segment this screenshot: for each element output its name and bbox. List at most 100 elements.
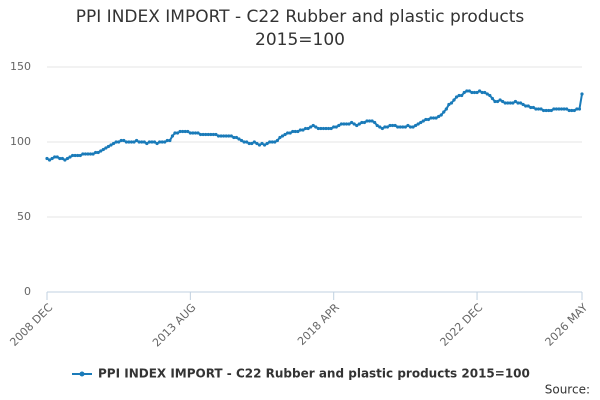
point (170, 134, 175, 138)
point (524, 104, 528, 108)
point (370, 119, 374, 123)
point (485, 92, 489, 96)
point (198, 132, 203, 137)
point (475, 90, 479, 95)
point (508, 101, 512, 105)
point (96, 150, 100, 155)
point (467, 89, 471, 93)
point (309, 125, 313, 129)
point (547, 108, 551, 113)
point (232, 135, 236, 140)
point (47, 158, 52, 162)
point (265, 141, 269, 146)
point (350, 120, 354, 125)
point (83, 152, 87, 156)
point (296, 129, 300, 134)
point (390, 123, 395, 128)
point (406, 123, 410, 128)
point (536, 107, 541, 111)
x-tick-label: 2022 DEC (437, 301, 485, 349)
point (521, 102, 525, 107)
point (314, 125, 318, 129)
point (531, 105, 535, 110)
point (334, 125, 338, 129)
point (119, 138, 123, 143)
point (158, 140, 162, 144)
point (493, 99, 497, 104)
point (321, 126, 326, 131)
point (511, 101, 515, 105)
point (101, 147, 105, 152)
point (357, 122, 361, 126)
point (480, 90, 484, 95)
point (503, 101, 507, 105)
point (193, 131, 198, 135)
point (478, 89, 482, 93)
point (457, 93, 461, 98)
x-tick-label: 2013 AUG (150, 301, 199, 350)
point (324, 126, 328, 131)
point (429, 116, 433, 120)
point (191, 131, 195, 135)
point (495, 99, 500, 104)
point (273, 140, 277, 144)
point (247, 141, 251, 146)
point (424, 117, 428, 122)
point (549, 108, 553, 113)
point (437, 114, 441, 119)
point (183, 129, 187, 134)
point (160, 140, 164, 144)
point (311, 123, 315, 128)
point (150, 140, 154, 144)
point (216, 134, 221, 138)
point (124, 140, 128, 144)
point (408, 125, 413, 129)
legend-marker (79, 371, 85, 377)
point (580, 92, 584, 96)
point (127, 140, 131, 144)
point (421, 119, 425, 123)
point (439, 113, 443, 117)
y-tick-label: 150 (10, 60, 31, 73)
point (431, 116, 436, 120)
point (245, 140, 249, 144)
point (416, 122, 420, 126)
point (419, 120, 423, 125)
point (219, 134, 223, 138)
point (506, 101, 510, 105)
point (454, 95, 459, 99)
point (462, 90, 466, 95)
point (242, 140, 246, 144)
point (132, 140, 136, 144)
point (209, 132, 213, 137)
point (393, 123, 397, 128)
point (291, 129, 295, 134)
point (470, 90, 474, 95)
point (227, 134, 231, 138)
point (255, 141, 259, 146)
legend-label: PPI INDEX IMPORT - C22 Rubber and plasti… (98, 367, 530, 381)
point (134, 138, 139, 143)
y-tick-label: 100 (10, 135, 31, 148)
point (332, 125, 336, 129)
point (65, 156, 70, 161)
point (552, 107, 556, 111)
point (94, 150, 98, 155)
point (201, 132, 205, 137)
point (513, 99, 518, 104)
point (375, 123, 379, 128)
point (262, 143, 267, 147)
point (155, 141, 159, 146)
point (516, 101, 520, 105)
point (60, 156, 64, 161)
point (544, 108, 548, 113)
point (257, 143, 262, 147)
point (250, 141, 254, 146)
point (50, 156, 54, 161)
chart-title: PPI INDEX IMPORT - C22 Rubber and plasti… (75, 7, 525, 50)
point (252, 140, 256, 144)
point (380, 126, 384, 131)
point (529, 105, 533, 110)
point (344, 122, 349, 126)
